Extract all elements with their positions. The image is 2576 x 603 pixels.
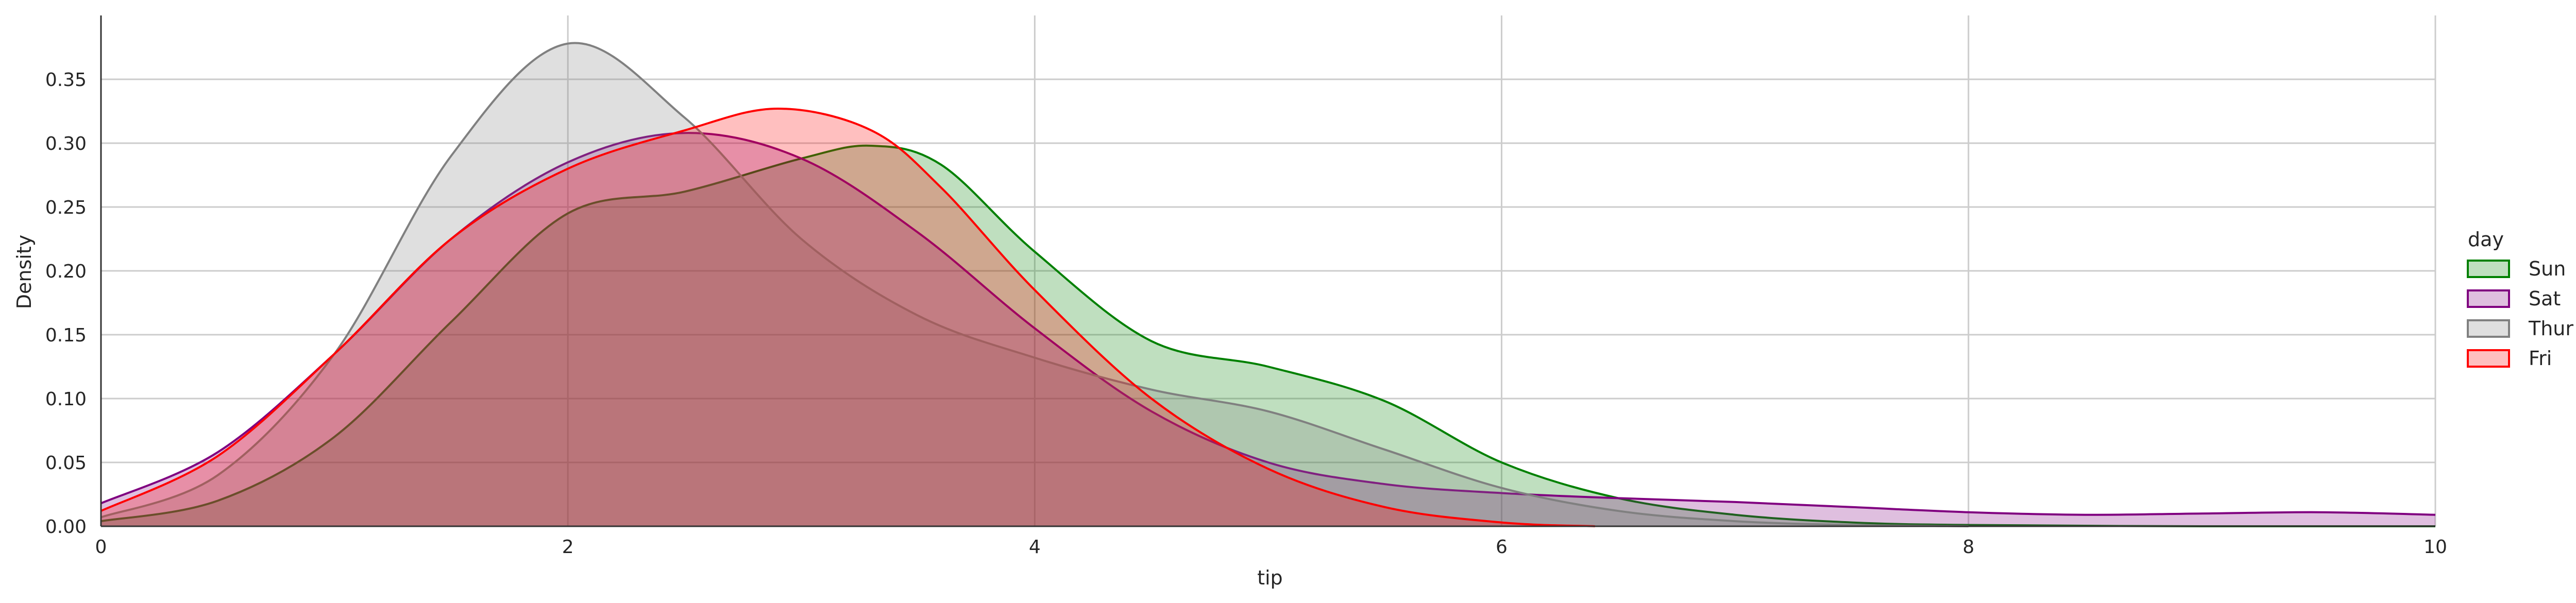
x-tick-label: 2 [562, 537, 574, 558]
density-area-sun [101, 145, 2435, 526]
y-tick-label: 0.15 [45, 325, 87, 346]
density-areas [100, 42, 2436, 528]
density-area-thur [101, 43, 1969, 526]
legend-swatch-fri [2467, 349, 2510, 368]
legend-swatch-sat [2467, 289, 2510, 308]
x-axis-label: tip [1257, 566, 1283, 589]
y-tick-label: 0.05 [45, 453, 87, 474]
legend-title: day [2468, 228, 2504, 251]
density-area-fri [101, 109, 1595, 526]
x-tick-label: 8 [1962, 537, 1974, 558]
y-tick-label: 0.00 [45, 516, 87, 538]
density-line-sun [100, 144, 2435, 528]
density-line-thur [100, 42, 1969, 527]
y-tick-label: 0.25 [45, 197, 87, 218]
legend-label-sun: Sun [2529, 257, 2566, 280]
x-tick-labels: 0 2 4 6 8 10 [95, 537, 2447, 558]
y-tick-labels: 0.00 0.05 0.10 0.15 0.20 0.25 0.30 0.35 [45, 70, 87, 538]
legend-label-thur: Thur [2528, 317, 2573, 340]
x-tick-label: 4 [1029, 537, 1041, 558]
x-tick-label: 6 [1496, 537, 1507, 558]
legend-label-sat: Sat [2529, 287, 2561, 310]
axes [100, 15, 2435, 527]
y-tick-label: 0.35 [45, 70, 87, 91]
legend: day Sun Sat Thur Fri [2467, 228, 2573, 370]
x-tick-label: 0 [95, 537, 107, 558]
legend-label-fri: Fri [2529, 347, 2552, 370]
density-line-fri [100, 107, 1595, 527]
density-area-sat [101, 133, 2435, 526]
x-tick-label: 10 [2424, 537, 2447, 558]
legend-swatch-sun [2467, 260, 2510, 278]
y-tick-label: 0.10 [45, 389, 87, 410]
legend-swatch-thur [2467, 319, 2510, 338]
y-tick-label: 0.20 [45, 261, 87, 282]
y-tick-label: 0.30 [45, 133, 87, 154]
y-axis-label: Density [13, 235, 36, 309]
